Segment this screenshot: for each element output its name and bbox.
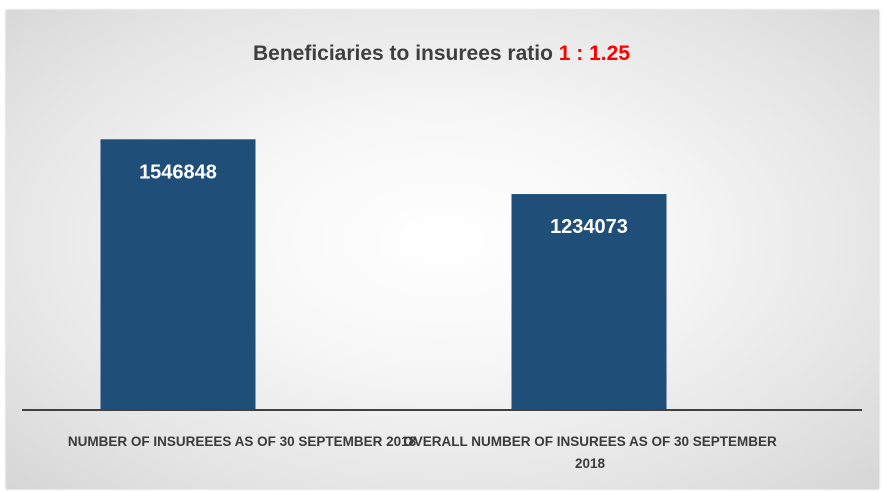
- bar-value-label: 1234073: [550, 216, 628, 238]
- chart-title-text: Beneficiaries to insurees ratio: [252, 42, 553, 65]
- category-label: OVERALL NUMBER OF INSUREES AS OF 30 SEPT…: [403, 434, 777, 471]
- bar: [100, 139, 256, 410]
- category-label: NUMBER OF INSUREEES AS OF 30 SEPTEMBER 2…: [67, 434, 417, 449]
- chart-title-ratio: 1 : 1.25: [558, 42, 630, 65]
- bars-layer: 1546848 1234073: [100, 139, 667, 410]
- bar: [511, 194, 667, 410]
- bar-value-label: 1546848: [139, 161, 217, 183]
- chart-title: Beneficiaries to insurees ratio 1 : 1.25: [0, 42, 883, 66]
